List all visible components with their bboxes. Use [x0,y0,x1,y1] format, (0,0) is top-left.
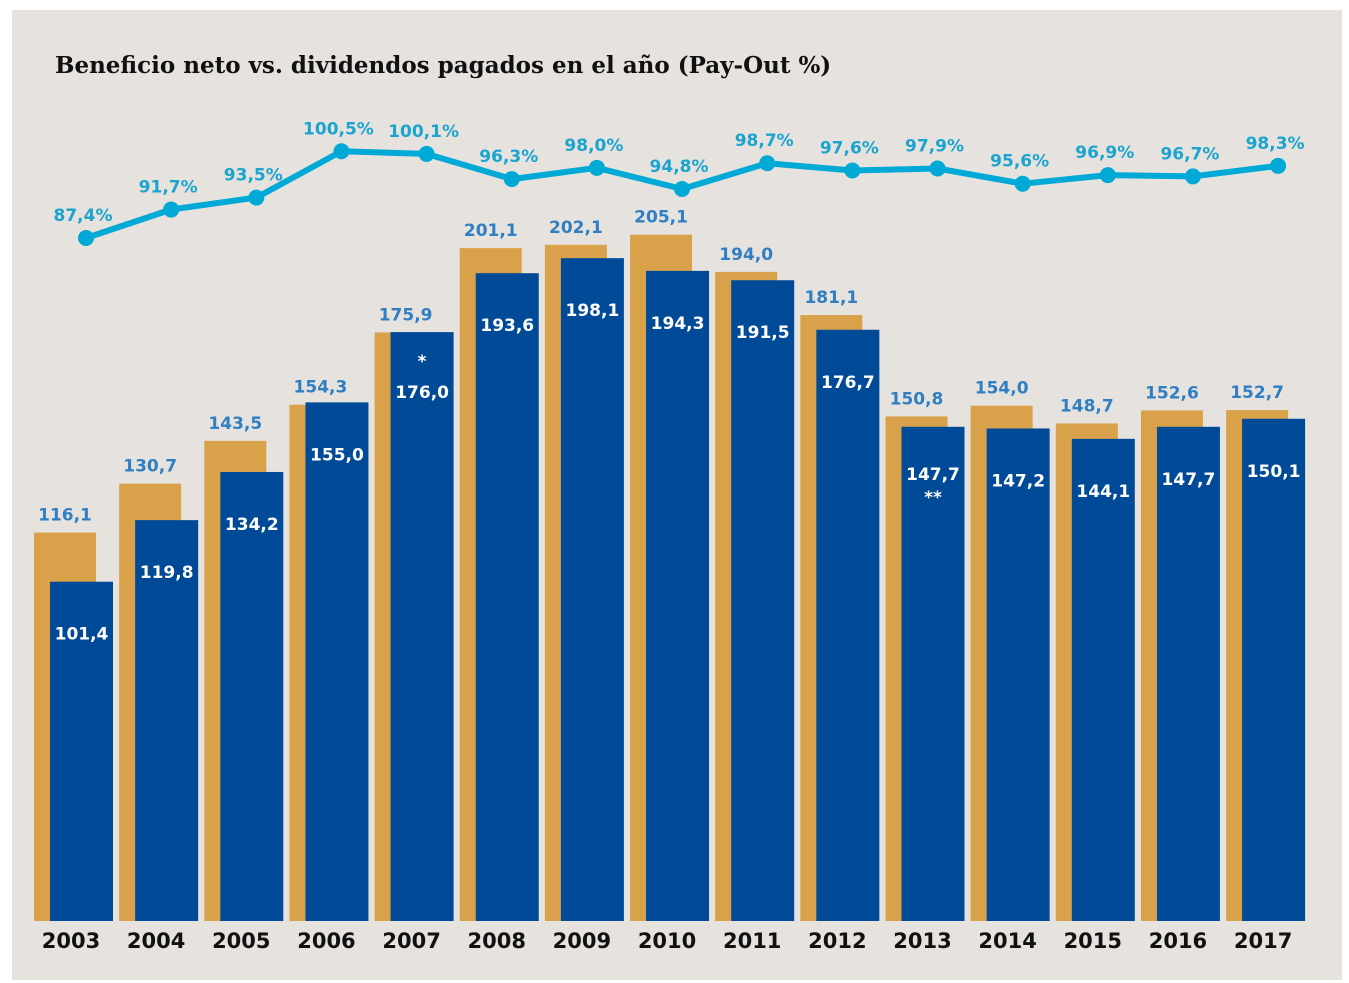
dividendos-label-2011: 191,5 [736,323,790,343]
beneficio-label-2014: 154,0 [975,379,1029,399]
dividendos-bar-2013 [901,426,965,921]
dividendos-bar-2014 [986,428,1050,921]
x-tick-2015: 2015 [1064,929,1122,953]
dividendos-bar-2012 [816,329,880,921]
dividendos-note-2007: * [418,352,427,372]
chart-title: Beneficio neto vs. dividendos pagados en… [55,52,832,79]
dividendos-label-2006: 155,0 [310,445,364,465]
payout-point-2017 [1270,157,1287,174]
dividendos-bar-2010 [646,270,710,921]
beneficio-label-2016: 152,6 [1145,383,1199,403]
dividendos-label-2013: 147,7 [906,465,960,485]
beneficio-label-2003: 116,1 [38,506,92,526]
beneficio-label-2017: 152,7 [1230,383,1284,403]
x-tick-2009: 2009 [553,929,611,953]
dividendos-label-2016: 147,7 [1162,470,1216,490]
payout-point-2015 [1099,167,1116,184]
beneficio-label-2011: 194,0 [719,245,773,265]
payout-label-2012: 97,6% [820,138,879,158]
dividendos-bar-2003 [50,581,113,921]
payout-label-2007: 100,1% [388,122,459,142]
payout-point-2013 [929,160,946,177]
dividendos-label-2009: 198,1 [566,301,620,321]
payout-point-2010 [674,181,691,198]
dividendos-label-2007: 176,0 [395,383,449,403]
payout-label-2006: 100,5% [303,119,374,139]
dividendos-label-2005: 134,2 [225,515,279,535]
payout-label-2005: 93,5% [224,166,283,186]
payout-label-2010: 94,8% [650,157,709,177]
x-tick-2008: 2008 [468,929,526,953]
payout-label-2009: 98,0% [564,136,623,156]
dividendos-bar-2011 [731,280,795,922]
payout-point-2003 [78,230,94,246]
dividendos-label-2004: 119,8 [140,563,194,583]
dividendos-bar-2005 [220,471,284,921]
payout-label-2016: 96,7% [1160,144,1219,164]
x-tick-2006: 2006 [297,929,355,953]
dividendos-bar-2017 [1242,418,1306,921]
payout-point-2011 [759,155,776,172]
dividendos-note-2013: ** [924,488,942,508]
beneficio-label-2008: 201,1 [464,221,518,241]
payout-point-2009 [588,159,605,176]
payout-point-2006 [333,143,350,160]
payout-label-2008: 96,3% [479,147,538,167]
dividendos-bar-2016 [1156,426,1220,921]
x-tick-2014: 2014 [978,929,1036,953]
payout-point-2014 [1014,175,1031,192]
payout-point-2005 [248,189,265,206]
x-tick-2005: 2005 [212,929,270,953]
payout-point-2008 [503,171,520,188]
x-tick-2011: 2011 [723,929,781,953]
x-tick-2013: 2013 [893,929,951,953]
dividendos-bar-2007 [390,332,454,921]
beneficio-label-2010: 205,1 [634,208,688,228]
payout-point-2012 [844,162,861,179]
x-tick-2016: 2016 [1149,929,1207,953]
dividendos-bar-2006 [305,402,369,921]
payout-label-2014: 95,6% [990,152,1049,172]
x-tick-2012: 2012 [808,929,866,953]
payout-point-2004 [163,201,180,218]
beneficio-label-2006: 154,3 [294,378,348,398]
payout-label-2013: 97,9% [905,136,964,156]
dividendos-bar-2015 [1071,438,1135,921]
x-tick-2004: 2004 [127,929,185,953]
payout-label-2004: 91,7% [139,178,198,198]
payout-label-2015: 96,9% [1075,143,1134,163]
x-tick-2003: 2003 [42,929,100,953]
beneficio-label-2013: 150,8 [890,389,944,409]
payout-label-2003: 87,4% [54,206,113,226]
dividendos-label-2008: 193,6 [480,316,534,336]
payout-point-2016 [1184,168,1201,185]
beneficio-label-2004: 130,7 [123,457,177,477]
x-tick-2017: 2017 [1234,929,1292,953]
x-tick-2007: 2007 [382,929,440,953]
beneficio-label-2009: 202,1 [549,218,603,238]
dividendos-label-2010: 194,3 [651,314,705,334]
dividendos-bar-2004 [135,520,199,921]
payout-point-2007 [418,145,435,162]
beneficio-label-2015: 148,7 [1060,396,1114,416]
payout-label-2011: 98,7% [735,131,794,151]
payout-label-2017: 98,3% [1246,134,1305,154]
dividendos-bar-2008 [475,273,539,922]
dividendos-label-2015: 144,1 [1076,482,1130,502]
beneficio-label-2005: 143,5 [208,414,262,434]
beneficio-label-2012: 181,1 [804,288,858,308]
dividendos-label-2017: 150,1 [1247,462,1301,482]
dividendos-label-2014: 147,2 [991,471,1045,491]
dividendos-label-2003: 101,4 [55,625,109,645]
dividendos-bar-2009 [560,258,624,921]
beneficio-label-2007: 175,9 [379,305,433,325]
dividendos-label-2012: 176,7 [821,373,875,393]
x-tick-2010: 2010 [638,929,696,953]
